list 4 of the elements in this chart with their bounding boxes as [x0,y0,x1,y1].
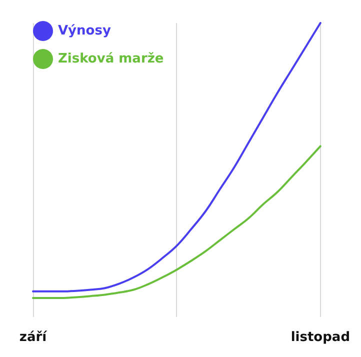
legend-label: Výnosy [58,24,112,38]
x-tick-label: září [19,330,48,345]
legend-label: Zisková marže [58,52,164,66]
x-tick-label: listopad [290,330,350,345]
